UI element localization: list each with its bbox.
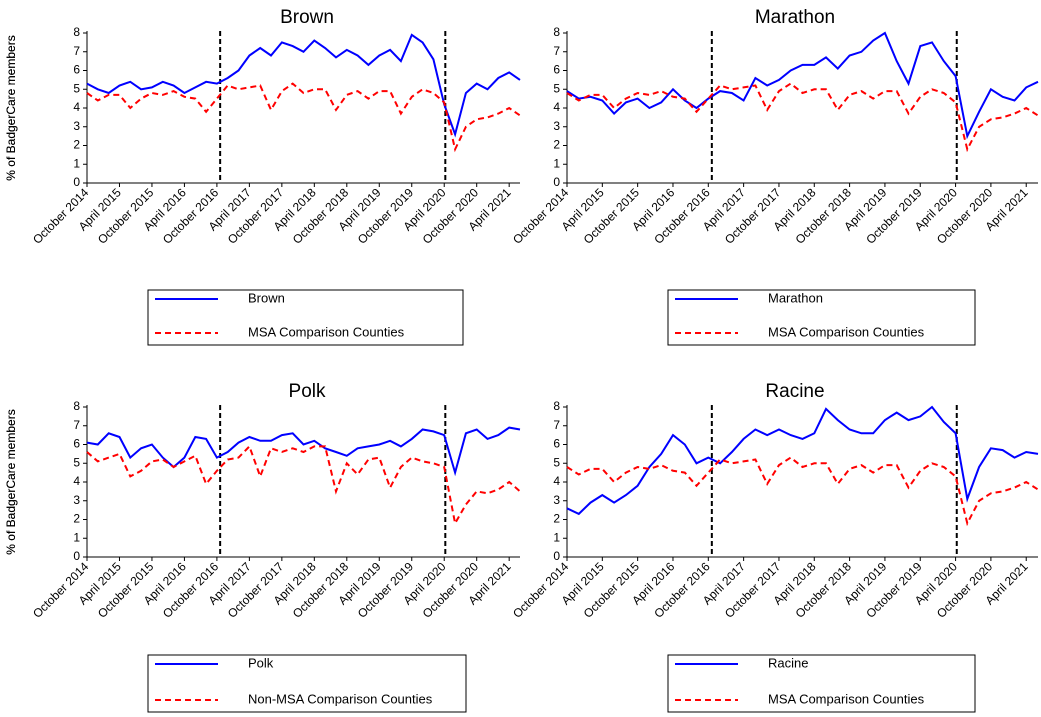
series-line — [566, 456, 1039, 527]
y-tick-label: 2 — [73, 512, 80, 526]
series-line — [566, 31, 1039, 140]
y-tick-label: 2 — [553, 138, 560, 152]
y-tick-label: 3 — [553, 493, 560, 507]
y-tick-label: 5 — [553, 455, 560, 469]
y-tick-label: 0 — [553, 549, 560, 563]
y-tick-label: 8 — [553, 25, 560, 39]
y-tick-label: 5 — [73, 81, 80, 95]
legend-box — [147, 289, 464, 346]
y-tick-label: 7 — [73, 44, 80, 58]
y-tick-label: 6 — [73, 63, 80, 77]
series-line — [566, 405, 1039, 516]
series-line — [86, 426, 521, 477]
legend-label: Racine — [768, 655, 808, 670]
y-tick-label: 4 — [73, 100, 80, 114]
y-tick-label: 3 — [73, 119, 80, 133]
series-line — [86, 444, 521, 527]
x-tick-label: October 2014 — [510, 559, 572, 621]
legend-box — [667, 654, 976, 713]
legend-label: MSA Comparison Counties — [768, 324, 925, 339]
y-tick-label: 7 — [553, 44, 560, 58]
y-tick-label: 1 — [553, 156, 560, 170]
y-tick-label: 6 — [553, 437, 560, 451]
y-tick-label: 8 — [73, 399, 80, 413]
chart-title: Polk — [289, 381, 326, 402]
y-tick-label: 3 — [73, 493, 80, 507]
y-tick-label: 4 — [73, 474, 80, 488]
y-tick-label: 2 — [553, 512, 560, 526]
series-line — [566, 82, 1039, 153]
y-tick-label: 1 — [553, 530, 560, 544]
legend-label: MSA Comparison Counties — [768, 691, 925, 706]
y-tick-label: 6 — [73, 437, 80, 451]
y-tick-label: 5 — [73, 455, 80, 469]
legend-label: MSA Comparison Counties — [248, 324, 405, 339]
y-axis-label: % of BadgerCare members — [4, 409, 18, 554]
chart-title: Marathon — [755, 7, 835, 28]
y-tick-label: 0 — [73, 175, 80, 189]
chart-title: Racine — [765, 381, 824, 402]
series-line — [86, 82, 521, 153]
y-axis-label: % of BadgerCare members — [4, 35, 18, 180]
y-tick-label: 2 — [73, 138, 80, 152]
legend-label: Polk — [248, 655, 274, 670]
y-tick-label: 5 — [553, 81, 560, 95]
legend-label: Brown — [248, 290, 285, 305]
legend-box — [667, 289, 976, 346]
y-tick-label: 1 — [73, 530, 80, 544]
y-tick-label: 0 — [73, 549, 80, 563]
y-tick-label: 4 — [553, 100, 560, 114]
legend-label: Marathon — [768, 290, 823, 305]
x-tick-label: October 2014 — [510, 185, 572, 247]
y-tick-label: 8 — [553, 399, 560, 413]
y-axis-label: % of BadgerCare members — [4, 409, 18, 554]
legend-box — [147, 654, 467, 713]
y-tick-label: 4 — [553, 474, 560, 488]
y-tick-label: 7 — [73, 418, 80, 432]
chart-title: Brown — [280, 7, 334, 28]
y-tick-label: 3 — [553, 119, 560, 133]
y-tick-label: 7 — [553, 418, 560, 432]
y-tick-label: 6 — [553, 63, 560, 77]
y-tick-label: 1 — [73, 156, 80, 170]
y-tick-label: 8 — [73, 25, 80, 39]
series-line — [86, 33, 521, 138]
legend-label: Non-MSA Comparison Counties — [248, 691, 433, 706]
y-axis-label: % of BadgerCare members — [4, 35, 18, 180]
y-tick-label: 0 — [553, 175, 560, 189]
